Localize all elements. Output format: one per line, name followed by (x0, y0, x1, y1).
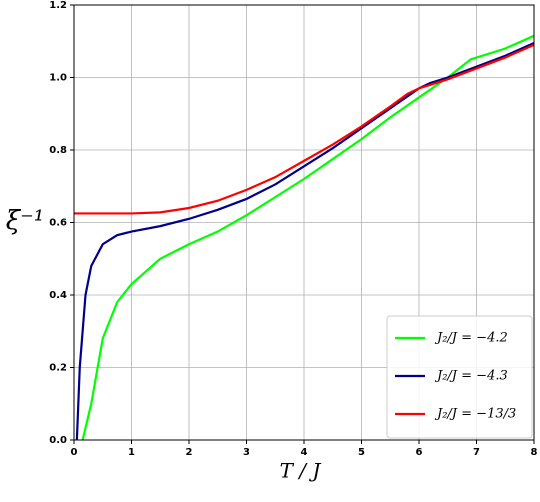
x-tick-label: 2 (186, 447, 193, 458)
legend-box (386, 315, 533, 439)
legend-label: J₂/J = −4.3 (434, 369, 508, 384)
y-tick-label: 1.0 (49, 73, 67, 84)
series-line (74, 43, 535, 215)
x-tick-label: 0 (71, 447, 78, 458)
x-tick-label: 5 (358, 447, 365, 458)
x-tick-label: 6 (416, 447, 423, 458)
plot-frame (73, 4, 535, 441)
legend-label: J₂/J = −13/3 (434, 407, 516, 422)
y-tick-label: 0.8 (49, 145, 67, 156)
y-tick-label: 1.2 (49, 0, 67, 11)
y-tick-label: 0.6 (49, 218, 67, 229)
x-tick-label: 4 (301, 447, 308, 458)
y-tick-label: 0.4 (49, 290, 67, 301)
x-tick-label: 1 (128, 447, 135, 458)
x-axis-label: T / J (280, 459, 322, 483)
legend-label: J₂/J = −4.2 (434, 331, 508, 346)
x-tick-label: 3 (243, 447, 250, 458)
y-tick-label: 0.0 (49, 435, 67, 446)
y-tick-label: 0.2 (49, 363, 67, 374)
x-tick-label: 7 (473, 447, 480, 458)
series-line (75, 42, 535, 441)
x-tick-label: 8 (531, 447, 538, 458)
y-axis-label: ξ⁻¹ (6, 206, 44, 236)
legend: J₂/J = −4.2 J₂/J = −4.3 J₂/J = −13/3 (386, 315, 533, 439)
